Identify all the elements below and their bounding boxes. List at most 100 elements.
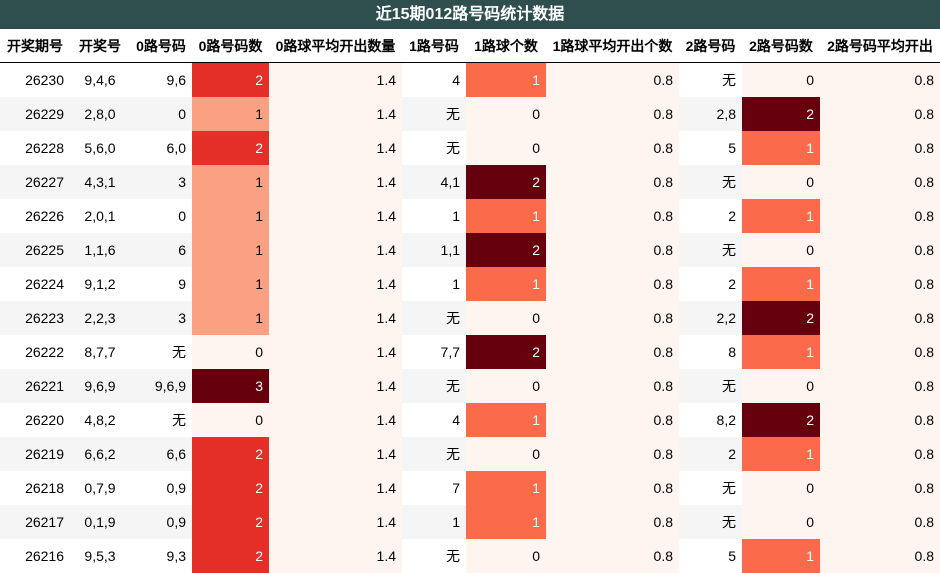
route0-count-cell: 2 — [192, 437, 269, 471]
route0-numbers-cell: 3 — [130, 165, 192, 199]
route1-numbers-cell: 4,1 — [402, 165, 466, 199]
route0-count-cell: 1 — [192, 97, 269, 131]
route1-average-cell: 0.8 — [546, 62, 679, 97]
route0-numbers-cell: 0 — [178, 208, 186, 224]
route2-numbers-cell: 2 — [728, 276, 736, 292]
route1-average-cell: 0.8 — [546, 505, 679, 539]
route1-average-cell: 0.8 — [546, 165, 679, 199]
route0-count-cell: 0 — [192, 403, 269, 437]
route1-count-cell: 0 — [466, 131, 546, 165]
table-row: 26223 2,2,3 3 1 1.4 无 0 0.8 2,2 2 0.8 — [0, 301, 940, 335]
header-route0-numbers: 0路号码 — [130, 29, 192, 63]
draw-number-cell: 26218 — [25, 480, 64, 496]
route0-average-cell: 1.4 — [269, 335, 402, 369]
route2-count-cell: 1 — [742, 437, 820, 471]
draw-number-cell: 26227 — [0, 165, 70, 199]
route1-numbers-cell: 无 — [402, 369, 466, 403]
draw-result-cell: 9,6,9 — [70, 369, 130, 403]
route2-numbers-cell: 2,8 — [679, 97, 742, 131]
route0-average-cell: 1.4 — [269, 471, 402, 505]
route2-numbers-cell: 无 — [722, 480, 736, 496]
route1-count-cell: 0 — [466, 97, 546, 131]
route2-average-cell: 0.8 — [820, 233, 940, 267]
header-route2-count: 2路号码数 — [742, 29, 820, 63]
table-row: 26228 5,6,0 6,0 2 1.4 无 0 0.8 5 1 0.8 — [0, 131, 940, 165]
route0-numbers-cell: 0 — [130, 97, 192, 131]
route1-count-cell: 0 — [466, 539, 546, 573]
route0-count-cell: 2 — [192, 131, 269, 165]
route0-numbers-cell: 9 — [178, 276, 186, 292]
route2-average-cell: 0.8 — [820, 335, 940, 369]
draw-result-cell: 9,1,2 — [84, 276, 116, 292]
header-route2-numbers: 2路号码 — [679, 29, 742, 63]
route0-numbers-cell: 0,9 — [166, 480, 186, 496]
route0-count-cell: 2 — [192, 539, 269, 573]
route2-average-cell: 0.8 — [820, 97, 940, 131]
route2-average-cell: 0.8 — [820, 267, 940, 301]
route2-average-cell: 0.8 — [820, 539, 940, 573]
draw-result-cell: 2,0,1 — [84, 208, 116, 224]
route2-numbers-cell: 5 — [728, 140, 736, 156]
route2-numbers-cell: 8 — [728, 344, 736, 360]
route1-numbers-cell: 1 — [402, 505, 466, 539]
route1-average-cell: 0.8 — [546, 97, 679, 131]
route0-numbers-cell: 无 — [172, 344, 186, 360]
route2-count-cell: 1 — [742, 267, 820, 301]
route2-count-cell: 2 — [742, 403, 820, 437]
route0-count-cell: 1 — [192, 199, 269, 233]
table-row: 26222 8,7,7 无 0 1.4 7,7 2 0.8 8 1 0.8 — [0, 335, 940, 369]
route1-count-cell: 2 — [466, 335, 546, 369]
route0-count-cell: 1 — [192, 267, 269, 301]
route2-average-cell: 0.8 — [820, 403, 940, 437]
draw-result-cell: 9,5,3 — [84, 548, 116, 564]
route1-average-cell: 0.8 — [546, 403, 679, 437]
route1-average-cell: 0.8 — [546, 199, 679, 233]
route2-numbers-cell: 5 — [728, 548, 736, 564]
route1-average-cell: 0.8 — [546, 437, 679, 471]
route2-count-cell: 0 — [742, 369, 820, 403]
route2-numbers-cell: 无 — [679, 233, 742, 267]
route1-count-cell: 0 — [466, 369, 546, 403]
draw-result-cell: 2,2,3 — [70, 301, 130, 335]
draw-result-cell: 0,1,9 — [70, 505, 130, 539]
table-row: 26225 1,1,6 6 1 1.4 1,1 2 0.8 无 0 0.8 — [0, 233, 940, 267]
draw-number-cell: 26220 — [25, 412, 64, 428]
route1-count-cell: 1 — [466, 267, 546, 301]
draw-number-cell: 26221 — [0, 369, 70, 403]
draw-result-cell: 5,6,0 — [84, 140, 116, 156]
draw-result-cell: 0,7,9 — [84, 480, 116, 496]
draw-number-cell: 26230 — [25, 72, 64, 88]
route1-count-cell: 1 — [466, 199, 546, 233]
header-route1-numbers: 1路号码 — [402, 29, 466, 63]
header-row: 开奖期号 开奖号 0路号码 0路号码数 0路球平均开出数量 1路号码 1路球个数… — [0, 29, 940, 63]
route1-numbers-cell: 无 — [446, 140, 460, 156]
route2-average-cell: 0.8 — [820, 471, 940, 505]
route2-average-cell: 0.8 — [820, 165, 940, 199]
route2-average-cell: 0.8 — [820, 131, 940, 165]
route2-count-cell: 0 — [742, 505, 820, 539]
route0-numbers-cell: 9,6,9 — [130, 369, 192, 403]
draw-number-cell: 26228 — [25, 140, 64, 156]
route0-count-cell: 3 — [192, 369, 269, 403]
draw-result-cell: 4,8,2 — [84, 412, 116, 428]
route1-numbers-cell: 无 — [402, 301, 466, 335]
route2-average-cell: 0.8 — [820, 62, 940, 97]
route0-count-cell: 2 — [192, 505, 269, 539]
route2-numbers-cell: 2 — [679, 437, 742, 471]
route1-numbers-cell: 7,7 — [440, 344, 460, 360]
route2-average-cell: 0.8 — [820, 199, 940, 233]
table-row: 26217 0,1,9 0,9 2 1.4 1 1 0.8 无 0 0.8 — [0, 505, 940, 539]
route1-average-cell: 0.8 — [546, 471, 679, 505]
route2-average-cell: 0.8 — [820, 437, 940, 471]
route0-numbers-cell: 9,6 — [166, 72, 186, 88]
route1-count-cell: 1 — [466, 62, 546, 97]
route0-average-cell: 1.4 — [269, 62, 402, 97]
route0-count-cell: 2 — [192, 471, 269, 505]
header-route1-count: 1路球个数 — [466, 29, 546, 63]
route2-count-cell: 0 — [742, 233, 820, 267]
table-row: 26230 9,4,6 9,6 2 1.4 4 1 0.8 无 0 0.8 — [0, 62, 940, 97]
route1-average-cell: 0.8 — [546, 369, 679, 403]
route2-numbers-cell: 无 — [722, 72, 736, 88]
route1-average-cell: 0.8 — [546, 267, 679, 301]
draw-number-cell: 26217 — [0, 505, 70, 539]
